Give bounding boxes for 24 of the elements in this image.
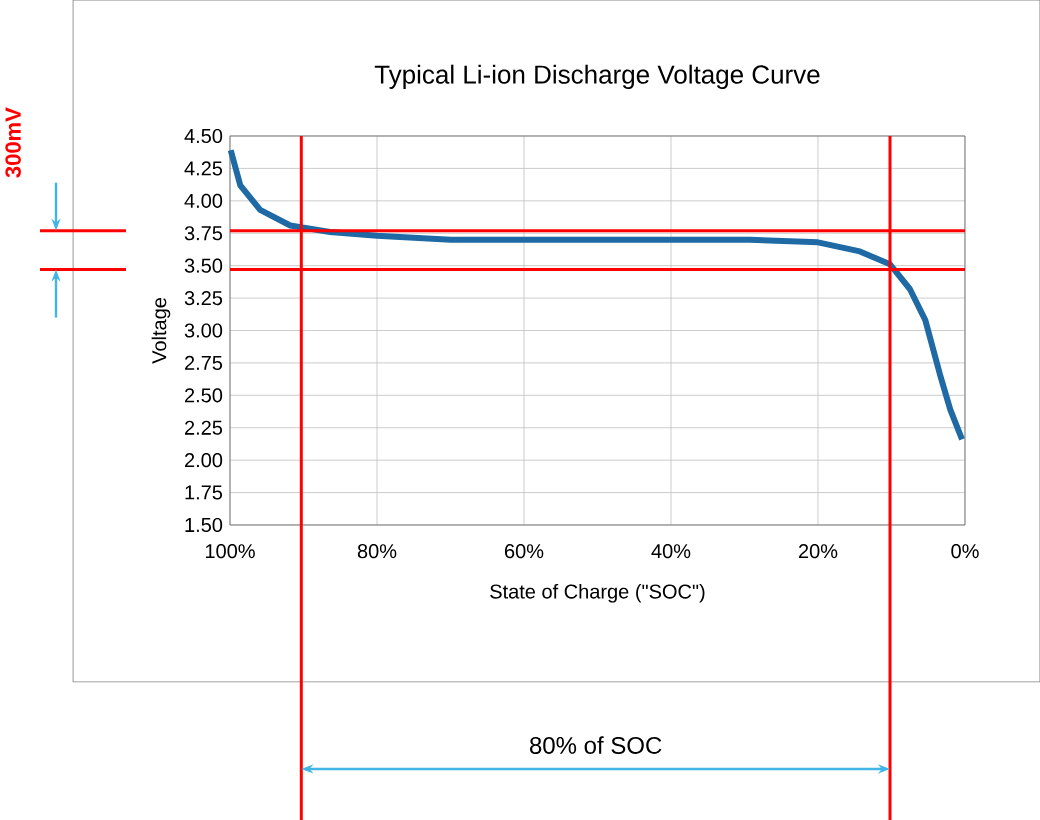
x-tick-label: 20%: [798, 544, 838, 559]
x-axis-title: State of Charge ("SOC"): [490, 583, 705, 603]
y-tick-label: 4.50: [184, 128, 223, 144]
x-tick-label: 80%: [357, 544, 397, 559]
chart-title: Typical Li-ion Discharge Voltage Curve: [374, 64, 820, 89]
y-tick-label: 1.50: [185, 517, 223, 533]
y-tick-label: 2.00: [185, 453, 223, 468]
y-tick-label: 3.00: [184, 323, 223, 338]
y-tick-label: 2.25: [185, 420, 223, 435]
x-tick-label: 100%: [205, 544, 255, 559]
x-tick-label: 60%: [504, 544, 544, 559]
x-tick-label: 0%: [951, 544, 979, 559]
text: 300mV: [5, 107, 21, 178]
y-tick-label: 3.75: [184, 226, 223, 241]
text: 80% of SOC: [529, 736, 662, 754]
y-tick-label: 2.50: [185, 388, 223, 403]
y-tick-label: 4.00: [184, 193, 223, 208]
y-tick-label: 3.50: [184, 258, 223, 273]
x-tick-label: 40%: [651, 544, 691, 559]
y-tick-label: 2.75: [185, 355, 223, 370]
y-tick-label: 4.25: [184, 161, 223, 176]
y-tick-label: 1.75: [185, 485, 223, 500]
y-tick-label: 3.25: [184, 291, 223, 306]
y-axis-title: Voltage: [151, 298, 171, 364]
